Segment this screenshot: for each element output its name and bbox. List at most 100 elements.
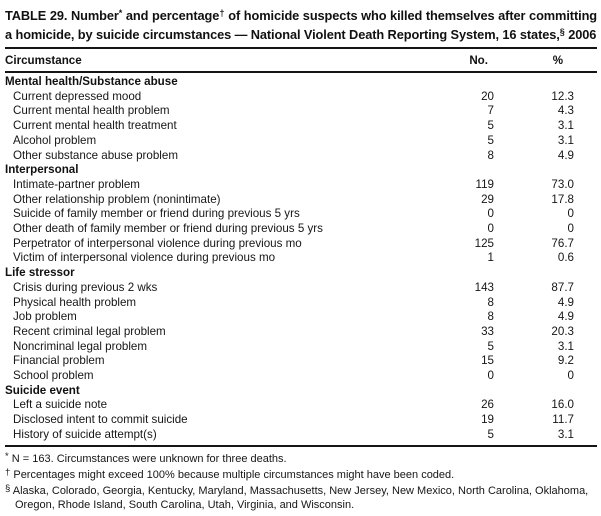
percent-value: 0.6 (557, 251, 574, 265)
number-value: 19 (481, 413, 494, 427)
circumstance-label: Current mental health problem (13, 104, 170, 118)
table-row: Physical health problem 8 4.9 (5, 296, 597, 311)
section-header-label: Suicide event (5, 383, 80, 397)
column-header-percent: % (497, 48, 597, 73)
number-value: 7 (487, 104, 494, 118)
circumstance-label: Current mental health treatment (13, 119, 177, 133)
table-row: Current depressed mood 20 12.3 (5, 90, 597, 105)
circumstance-label: Intimate-partner problem (13, 177, 140, 191)
section-header-row: Interpersonal (5, 163, 597, 178)
circumstance-label: School problem (13, 369, 94, 383)
percent-value: 76.7 (551, 236, 574, 250)
percent-value: 16.0 (551, 398, 574, 412)
percent-value: 3.1 (557, 119, 574, 133)
title-footnote-marker: † (219, 8, 225, 18)
percent-value: 4.9 (557, 148, 574, 162)
table-row: Job problem 8 4.9 (5, 310, 597, 325)
table-row: Left a suicide note 26 16.0 (5, 398, 597, 413)
column-header-circumstance: Circumstance (5, 48, 435, 73)
section-header-label: Life stressor (5, 266, 75, 280)
number-value: 0 (487, 369, 494, 383)
number-value: 8 (487, 148, 494, 162)
title-text: TABLE 29. Number (5, 8, 119, 23)
number-value: 0 (487, 222, 494, 236)
number-value: 33 (481, 324, 494, 338)
percent-value: 17.8 (551, 192, 574, 206)
table-row: Financial problem 15 9.2 (5, 354, 597, 369)
footnote: § Alaska, Colorado, Georgia, Kentucky, M… (5, 482, 597, 512)
circumstance-label: Left a suicide note (13, 398, 108, 412)
circumstance-label: Financial problem (13, 354, 105, 368)
table-row: Other relationship problem (nonintimate)… (5, 193, 597, 208)
percent-value: 20.3 (551, 324, 574, 338)
number-value: 5 (487, 427, 494, 441)
circumstance-label: Other death of family member or friend d… (13, 222, 323, 236)
circumstance-label: Alcohol problem (13, 133, 97, 147)
number-value: 125 (474, 236, 494, 250)
table-row: Other substance abuse problem 8 4.9 (5, 149, 597, 164)
column-header-number: No. (435, 48, 497, 73)
number-value: 8 (487, 310, 494, 324)
circumstance-label: Noncriminal legal problem (13, 339, 148, 353)
footnote-text: N = 163. Circumstances were unknown for … (8, 452, 287, 465)
number-value: 5 (487, 119, 494, 133)
percent-value: 4.9 (557, 295, 574, 309)
title-footnote-marker: * (118, 8, 123, 18)
number-value: 119 (475, 177, 494, 191)
suicide-circumstances-table: Circumstance No. % Mental health/Substan… (5, 47, 597, 447)
percent-value: 0 (567, 222, 574, 236)
circumstance-label: Current depressed mood (13, 89, 142, 103)
section-header-row: Suicide event (5, 384, 597, 399)
percent-value: 87.7 (551, 280, 574, 294)
title-text: and percentage (122, 8, 220, 23)
title-text: 2006 (564, 27, 597, 42)
footnote-marker: § (5, 483, 11, 495)
footnote: † Percentages might exceed 100% because … (5, 466, 597, 482)
table-row: Noncriminal legal problem 5 3.1 (5, 340, 597, 355)
number-value: 8 (487, 295, 494, 309)
footnote-marker: † (5, 466, 11, 478)
table-row: Disclosed intent to commit suicide 19 11.7 (5, 413, 597, 428)
footnote-marker: * (5, 450, 9, 462)
section-header-row: Life stressor (5, 266, 597, 281)
percent-value: 4.3 (557, 104, 574, 118)
table-body: Mental health/Substance abuse Current dep… (5, 72, 597, 446)
table-row: Other death of family member or friend d… (5, 222, 597, 237)
title-footnote-marker: § (559, 27, 565, 37)
number-value: 0 (487, 207, 494, 221)
number-value: 5 (487, 133, 494, 147)
table-row: School problem 0 0 (5, 369, 597, 384)
table-row: Intimate-partner problem 119 73.0 (5, 178, 597, 193)
table-row: Crisis during previous 2 wks 143 87.7 (5, 281, 597, 296)
number-value: 143 (474, 280, 494, 294)
number-value: 1 (487, 251, 494, 265)
footnotes: * N = 163. Circumstances were unknown fo… (5, 450, 597, 513)
circumstance-label: Other relationship problem (nonintimate) (13, 192, 221, 206)
percent-value: 3.1 (557, 339, 574, 353)
number-value: 5 (487, 339, 494, 353)
number-value: 26 (481, 398, 494, 412)
percent-value: 4.9 (557, 310, 574, 324)
footnote: * N = 163. Circumstances were unknown fo… (5, 450, 597, 466)
percent-value: 0 (567, 369, 574, 383)
percent-value: 3.1 (557, 133, 574, 147)
section-header-row: Mental health/Substance abuse (5, 72, 597, 90)
circumstance-label: Suicide of family member or friend durin… (13, 207, 300, 221)
circumstance-label: Perpetrator of interpersonal violence du… (13, 236, 302, 250)
circumstance-label: Physical health problem (13, 295, 137, 309)
section-header-label: Mental health/Substance abuse (5, 75, 178, 88)
percent-value: 3.1 (557, 427, 574, 441)
title-text: of homicide suspects who killed themselv… (5, 8, 598, 42)
table-row: Alcohol problem 5 3.1 (5, 134, 597, 149)
table-row: Victim of interpersonal violence during … (5, 251, 597, 266)
number-value: 15 (481, 354, 494, 368)
percent-value: 0 (567, 207, 574, 221)
percent-value: 9.2 (557, 354, 574, 368)
percent-value: 11.7 (552, 413, 574, 427)
table-row: History of suicide attempt(s) 5 3.1 (5, 428, 597, 446)
table-row: Perpetrator of interpersonal violence du… (5, 237, 597, 252)
circumstance-label: Other substance abuse problem (13, 148, 178, 162)
table-header-row: Circumstance No. % (5, 48, 597, 73)
footnote-text: Percentages might exceed 100% because mu… (10, 468, 455, 481)
